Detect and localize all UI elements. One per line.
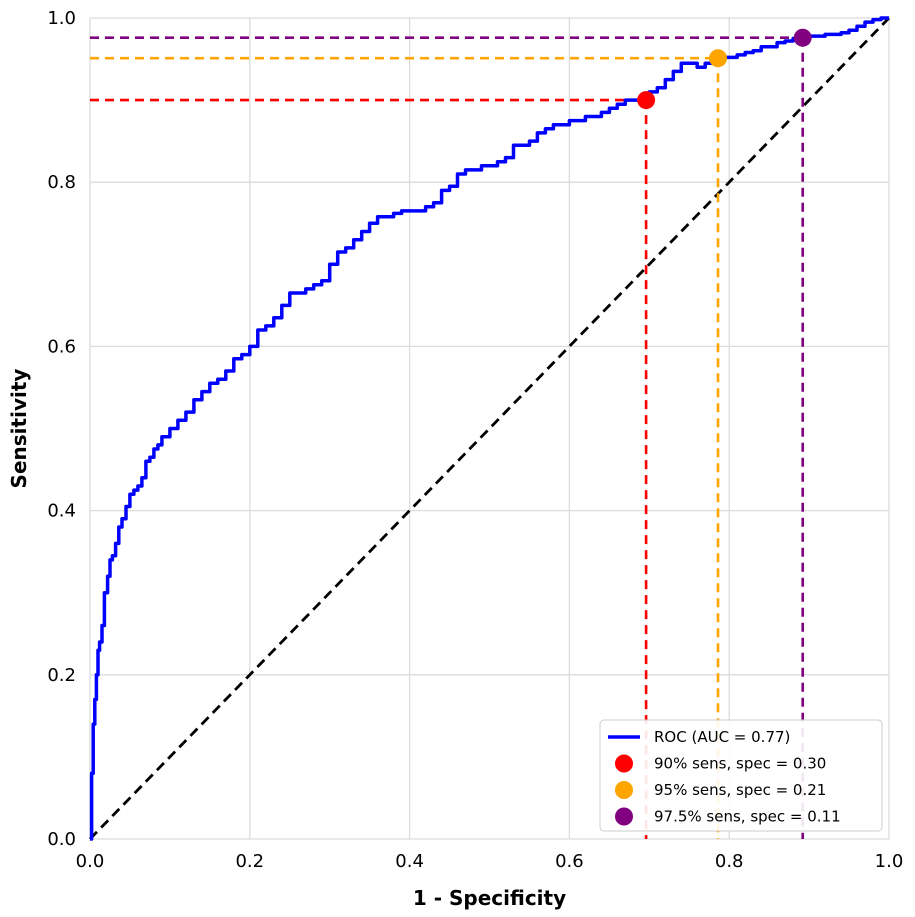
x-tick-label-3: 0.6 <box>555 851 584 872</box>
legend-label-point-1: 95% sens, spec = 0.21 <box>654 781 826 799</box>
x-tick-label-4: 0.8 <box>715 851 744 872</box>
legend-label-roc: ROC (AUC = 0.77) <box>654 728 790 746</box>
tick-labels: 0.0 0.2 0.4 0.6 0.8 1.0 0.0 0.2 0.4 0.6 0.8 1.0 <box>47 8 903 872</box>
y-tick-label-4: 0.8 <box>47 172 76 193</box>
series-layer <box>89 16 889 841</box>
legend-label-point-0: 90% sens, spec = 0.30 <box>654 755 826 773</box>
legend-box <box>599 719 883 832</box>
grid <box>89 17 890 840</box>
y-tick-label-1: 0.2 <box>47 665 76 686</box>
legend: ROC (AUC = 0.77) 90% sens, spec = 0.30 95%… <box>599 719 883 832</box>
y-tick-label-5: 1.0 <box>47 8 76 29</box>
y-tick-label-2: 0.4 <box>47 501 76 522</box>
y-axis-label: Sensitivity <box>7 369 31 489</box>
operating-point-1 <box>709 49 728 68</box>
y-tick-label-0: 0.0 <box>47 829 76 850</box>
legend-label-point-2: 97.5% sens, spec = 0.11 <box>654 808 841 826</box>
roc-curve-line <box>89 16 889 841</box>
operating-point-0 <box>637 91 656 110</box>
guide-lines <box>90 36 805 839</box>
x-axis-label: 1 - Specificity <box>413 886 566 910</box>
operating-points <box>637 28 812 110</box>
x-tick-label-1: 0.2 <box>235 851 264 872</box>
legend-marker-1 <box>615 781 633 799</box>
y-tick-label-3: 0.6 <box>47 336 76 357</box>
reference-line-layer <box>88 17 891 840</box>
chance-diagonal-line <box>88 17 891 840</box>
operating-point-2 <box>793 28 812 47</box>
x-tick-label-5: 1.0 <box>875 851 904 872</box>
x-tick-label-0: 0.0 <box>76 851 105 872</box>
legend-marker-2 <box>615 807 633 826</box>
x-tick-label-2: 0.4 <box>395 851 424 872</box>
legend-marker-0 <box>615 754 633 773</box>
